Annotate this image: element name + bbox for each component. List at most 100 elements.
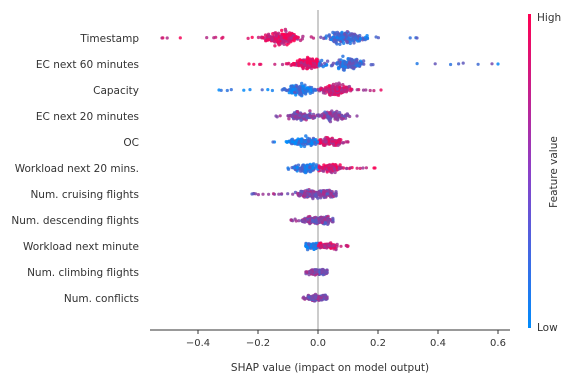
- data-point: [160, 36, 163, 39]
- data-point: [287, 140, 290, 143]
- x-tick-label: 0.6: [490, 338, 506, 349]
- data-point: [270, 36, 273, 39]
- data-point: [250, 192, 253, 195]
- data-point: [308, 114, 311, 117]
- feature-row-points: [304, 241, 349, 251]
- data-point: [311, 197, 314, 200]
- data-point: [325, 296, 328, 299]
- data-point: [304, 193, 307, 196]
- data-point: [312, 162, 315, 165]
- data-point: [301, 219, 304, 222]
- data-point: [331, 218, 334, 221]
- feature-label: Num. cruising flights: [30, 189, 139, 201]
- data-point: [457, 62, 460, 65]
- data-point: [342, 42, 345, 45]
- data-point: [334, 114, 337, 117]
- data-point: [312, 166, 315, 169]
- data-point: [334, 139, 337, 142]
- data-point: [449, 63, 452, 66]
- data-point: [217, 88, 220, 91]
- data-point: [247, 37, 250, 40]
- data-point: [302, 115, 305, 118]
- x-axis-label: SHAP value (impact on model output): [231, 362, 429, 374]
- data-point: [281, 63, 284, 66]
- data-point: [309, 62, 312, 65]
- data-point: [333, 93, 336, 96]
- data-point: [326, 60, 329, 63]
- data-point: [312, 245, 315, 248]
- data-point: [375, 35, 378, 38]
- data-point: [319, 114, 322, 117]
- data-point: [252, 63, 255, 66]
- data-point: [337, 82, 340, 85]
- data-point: [280, 29, 283, 32]
- data-point: [257, 193, 260, 196]
- data-point: [298, 58, 301, 61]
- data-point: [296, 110, 299, 113]
- data-point: [350, 62, 353, 65]
- data-point: [339, 167, 342, 170]
- data-point: [318, 166, 321, 169]
- x-tick-label: 0.2: [370, 338, 386, 349]
- data-point: [286, 166, 289, 169]
- data-point: [298, 88, 301, 91]
- colorbar: [528, 14, 531, 328]
- data-point: [317, 192, 320, 195]
- data-point: [355, 114, 358, 117]
- data-point: [304, 244, 307, 247]
- data-point: [334, 192, 337, 195]
- data-point: [267, 193, 270, 196]
- data-point: [343, 62, 346, 65]
- data-point: [348, 167, 351, 170]
- feature-label: Workload next minute: [23, 241, 139, 253]
- data-point: [345, 90, 348, 93]
- data-point: [496, 62, 499, 65]
- data-point: [287, 117, 290, 120]
- data-point: [337, 94, 340, 97]
- data-point: [300, 140, 303, 143]
- data-point: [344, 66, 347, 69]
- data-point: [355, 58, 358, 61]
- data-point: [295, 219, 298, 222]
- data-point: [339, 245, 342, 248]
- data-point: [316, 114, 319, 117]
- data-point: [356, 88, 359, 91]
- data-point: [342, 90, 345, 93]
- data-point: [320, 296, 323, 299]
- data-point: [345, 167, 348, 170]
- data-point: [230, 88, 233, 91]
- data-point: [333, 36, 336, 39]
- data-point: [296, 166, 299, 169]
- feature-label: Timestamp: [79, 33, 139, 45]
- data-point: [307, 296, 310, 299]
- data-point: [324, 86, 327, 89]
- data-point: [348, 115, 351, 118]
- data-point: [331, 114, 334, 117]
- data-point: [312, 248, 315, 251]
- feature-label: EC next 20 minutes: [36, 111, 139, 123]
- data-point: [312, 59, 315, 62]
- data-point: [336, 144, 339, 147]
- colorbar-title: Feature value: [548, 136, 560, 208]
- data-point: [317, 217, 320, 220]
- x-tick-label: −0.2: [246, 338, 270, 349]
- data-point: [379, 88, 382, 91]
- data-point: [315, 221, 318, 224]
- data-point: [333, 168, 336, 171]
- feature-label: OC: [123, 137, 139, 149]
- data-point: [290, 166, 293, 169]
- data-point: [314, 89, 317, 92]
- data-point: [300, 166, 303, 169]
- data-point: [320, 270, 323, 273]
- data-point: [319, 36, 322, 39]
- data-point: [306, 218, 309, 221]
- data-point: [323, 62, 326, 65]
- data-point: [366, 37, 369, 40]
- x-ticks: −0.4 −0.2 0.0 0.2 0.4 0.6: [186, 330, 506, 349]
- data-point: [304, 171, 307, 174]
- data-point: [322, 91, 325, 94]
- data-point: [309, 87, 312, 90]
- data-point: [287, 39, 290, 42]
- x-tick-label: −0.4: [186, 338, 210, 349]
- data-point: [346, 244, 349, 247]
